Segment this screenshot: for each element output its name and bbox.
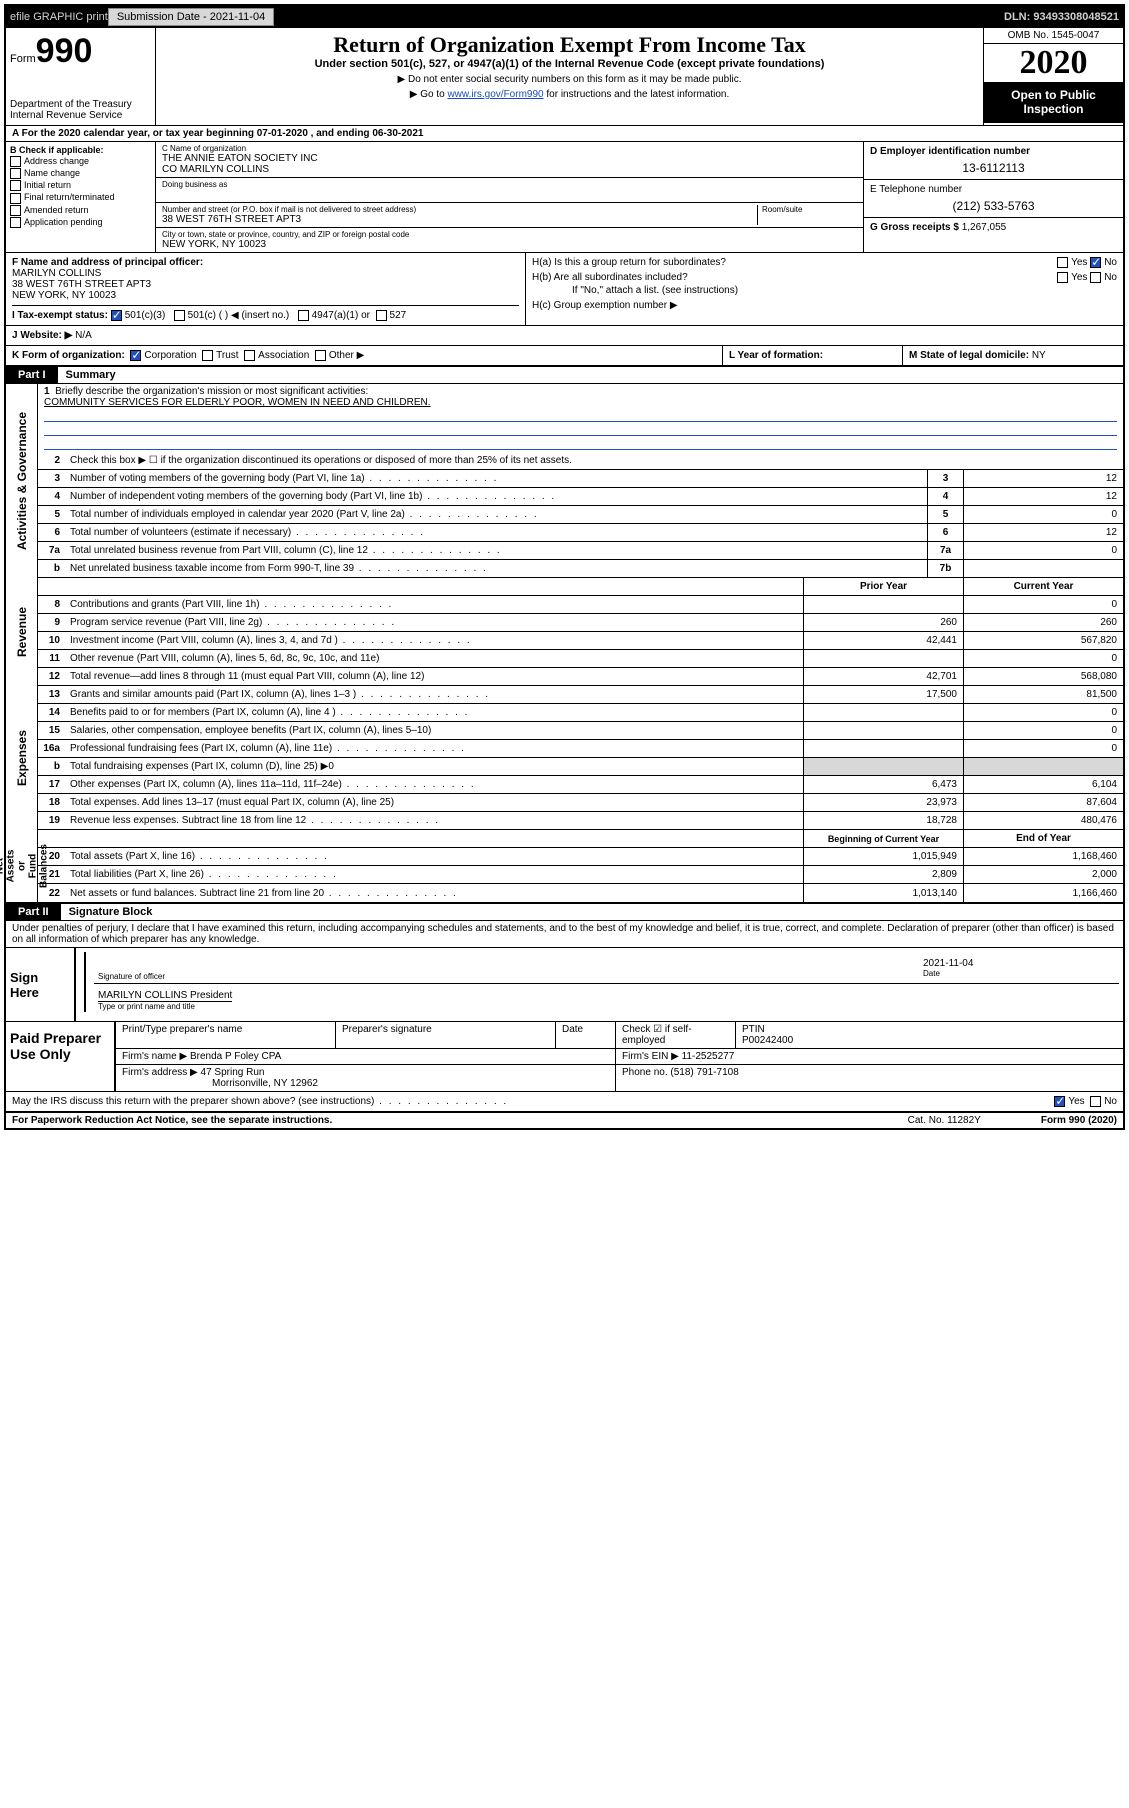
ptin: P00242400 (742, 1035, 793, 1046)
val-4: 12 (963, 488, 1123, 505)
paid-preparer: Paid Preparer Use Only Print/Type prepar… (6, 1022, 1123, 1092)
note-link: ▶ Go to www.irs.gov/Form990 for instruct… (164, 89, 975, 100)
cb-address-change[interactable]: Address change (10, 156, 151, 167)
netassets-section: Net Assets or Fund Balances Beginning of… (6, 830, 1123, 904)
public-inspection: Open to Public Inspection (984, 82, 1123, 123)
mission-text: COMMUNITY SERVICES FOR ELDERLY POOR, WOM… (44, 397, 431, 408)
form-990-page: efile GRAPHIC print Submission Date - 20… (4, 4, 1125, 1130)
section-i: I Tax-exempt status: 501(c)(3) 501(c) ( … (12, 305, 519, 321)
officer-name: MARILYN COLLINS (12, 268, 519, 279)
section-c: C Name of organization THE ANNIE EATON S… (156, 142, 863, 252)
cb-527[interactable] (376, 310, 387, 321)
entity-info: B Check if applicable: Address change Na… (6, 142, 1123, 253)
cb-name-change[interactable]: Name change (10, 168, 151, 179)
mission-block: 1 Briefly describe the organization's mi… (38, 384, 1123, 452)
website: N/A (75, 330, 92, 341)
val-3: 12 (963, 470, 1123, 487)
footer: For Paperwork Reduction Act Notice, see … (6, 1113, 1123, 1128)
section-j: J Website: ▶ N/A (6, 326, 1123, 346)
cb-initial-return[interactable]: Initial return (10, 180, 151, 191)
governance-section: Activities & Governance 1 Briefly descri… (6, 384, 1123, 578)
irs-link[interactable]: www.irs.gov/Form990 (447, 89, 543, 100)
officer-sig-name: MARILYN COLLINS President (98, 990, 232, 1001)
dept-label: Department of the Treasury Internal Reve… (10, 99, 151, 121)
sign-here: Sign Here Signature of officer 2021-11-0… (6, 948, 1123, 1022)
discuss-yes[interactable] (1054, 1096, 1065, 1107)
topbar: efile GRAPHIC print Submission Date - 20… (6, 6, 1123, 28)
part1-header: Part I Summary (6, 367, 1123, 384)
perjury-statement: Under penalties of perjury, I declare th… (6, 921, 1123, 948)
form-subtitle: Under section 501(c), 527, or 4947(a)(1)… (164, 58, 975, 70)
firm-phone: (518) 791-7108 (670, 1067, 738, 1078)
cb-other[interactable] (315, 350, 326, 361)
discuss-no[interactable] (1090, 1096, 1101, 1107)
sig-date: 2021-11-04 (923, 958, 1115, 969)
row-k-l-m: K Form of organization: Corporation Trus… (6, 346, 1123, 367)
dln: DLN: 93493308048521 (1004, 11, 1119, 23)
revenue-section: Revenue Prior YearCurrent Year 8Contribu… (6, 578, 1123, 686)
ein: 13-6112113 (870, 161, 1117, 175)
cb-4947[interactable] (298, 310, 309, 321)
firm-name: Brenda P Foley CPA (190, 1051, 281, 1062)
firm-ein: 11-2525277 (682, 1051, 735, 1062)
section-f: F Name and address of principal officer:… (6, 253, 526, 325)
form-number: Form990 (10, 32, 151, 71)
ha-yes[interactable] (1057, 257, 1068, 268)
hb-yes[interactable] (1057, 272, 1068, 283)
form-title: Return of Organization Exempt From Incom… (164, 32, 975, 58)
firm-addr: 47 Spring Run (201, 1067, 265, 1078)
city-state-zip: NEW YORK, NY 10023 (162, 239, 857, 250)
hb-no[interactable] (1090, 272, 1101, 283)
phone: (212) 533-5763 (870, 199, 1117, 213)
form-header: Form990 Department of the Treasury Inter… (6, 28, 1123, 126)
section-h: H(a) Is this a group return for subordin… (526, 253, 1123, 325)
omb-number: OMB No. 1545-0047 (984, 28, 1123, 44)
val-5: 0 (963, 506, 1123, 523)
gross-receipts: 1,267,055 (962, 222, 1007, 233)
efile-label: efile GRAPHIC print (10, 11, 108, 23)
row-f-h: F Name and address of principal officer:… (6, 253, 1123, 326)
cb-application-pending[interactable]: Application pending (10, 217, 151, 228)
section-d-e-g: D Employer identification number 13-6112… (863, 142, 1123, 252)
part2-header: Part II Signature Block (6, 904, 1123, 921)
cb-amended[interactable]: Amended return (10, 205, 151, 216)
expenses-section: Expenses 13Grants and similar amounts pa… (6, 686, 1123, 830)
row-a-period: A For the 2020 calendar year, or tax yea… (6, 126, 1123, 142)
org-name: THE ANNIE EATON SOCIETY INC CO MARILYN C… (162, 153, 857, 175)
cb-501c[interactable] (174, 310, 185, 321)
ha-no[interactable] (1090, 257, 1101, 268)
cb-trust[interactable] (202, 350, 213, 361)
domicile-state: NY (1032, 350, 1046, 361)
cb-final-return[interactable]: Final return/terminated (10, 192, 151, 203)
street-address: 38 WEST 76TH STREET APT3 (162, 214, 757, 225)
cb-assoc[interactable] (244, 350, 255, 361)
section-b: B Check if applicable: Address change Na… (6, 142, 156, 252)
tax-year: 2020 (984, 44, 1123, 82)
val-7a: 0 (963, 542, 1123, 559)
cb-501c3[interactable] (111, 310, 122, 321)
cb-corp[interactable] (130, 350, 141, 361)
val-7b (963, 560, 1123, 577)
discuss-row: May the IRS discuss this return with the… (6, 1092, 1123, 1113)
note-ssn: ▶ Do not enter social security numbers o… (164, 74, 975, 85)
val-6: 12 (963, 524, 1123, 541)
submission-date-button[interactable]: Submission Date - 2021-11-04 (108, 8, 274, 26)
